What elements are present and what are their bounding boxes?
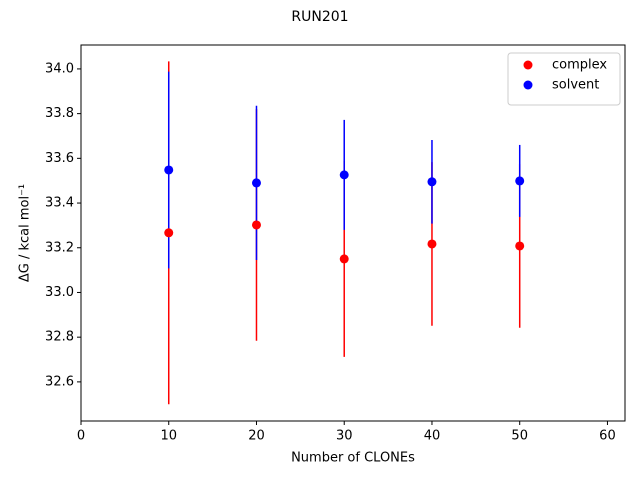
x-tick-label: 20 (248, 429, 265, 444)
x-tick-label: 40 (424, 429, 441, 444)
point (251, 220, 261, 230)
point (427, 177, 437, 187)
point (251, 178, 261, 188)
point (339, 170, 349, 180)
x-tick-label: 50 (511, 429, 528, 444)
point (515, 176, 525, 186)
y-tick-label: 33.8 (45, 106, 74, 121)
point (164, 228, 174, 238)
x-axis-label: Number of CLONEs (291, 451, 415, 466)
x-tick-label: 0 (77, 429, 85, 444)
y-tick-label: 33.4 (45, 196, 74, 211)
legend-marker (523, 80, 533, 90)
point (427, 239, 437, 249)
point (339, 254, 349, 264)
y-tick-label: 34.0 (45, 61, 74, 76)
y-tick-label: 33.0 (45, 285, 74, 300)
y-tick-label: 32.8 (45, 330, 74, 345)
y-tick-label: 33.2 (45, 240, 74, 255)
point (515, 241, 525, 251)
x-tick-label: 60 (599, 429, 616, 444)
chart-title: RUN201 (291, 9, 348, 25)
x-tick-label: 30 (336, 429, 353, 444)
y-tick-label: 33.6 (45, 151, 74, 166)
y-tick-label: 32.6 (45, 374, 74, 389)
legend-box (507, 52, 621, 106)
plot-frame (80, 44, 626, 422)
legend-marker (523, 60, 533, 70)
legend-label: complex (552, 58, 607, 73)
y-axis-label: ΔG / kcal mol⁻¹ (18, 184, 33, 282)
point (164, 165, 174, 175)
legend-label: solvent (552, 78, 599, 93)
x-tick-label: 10 (160, 429, 177, 444)
